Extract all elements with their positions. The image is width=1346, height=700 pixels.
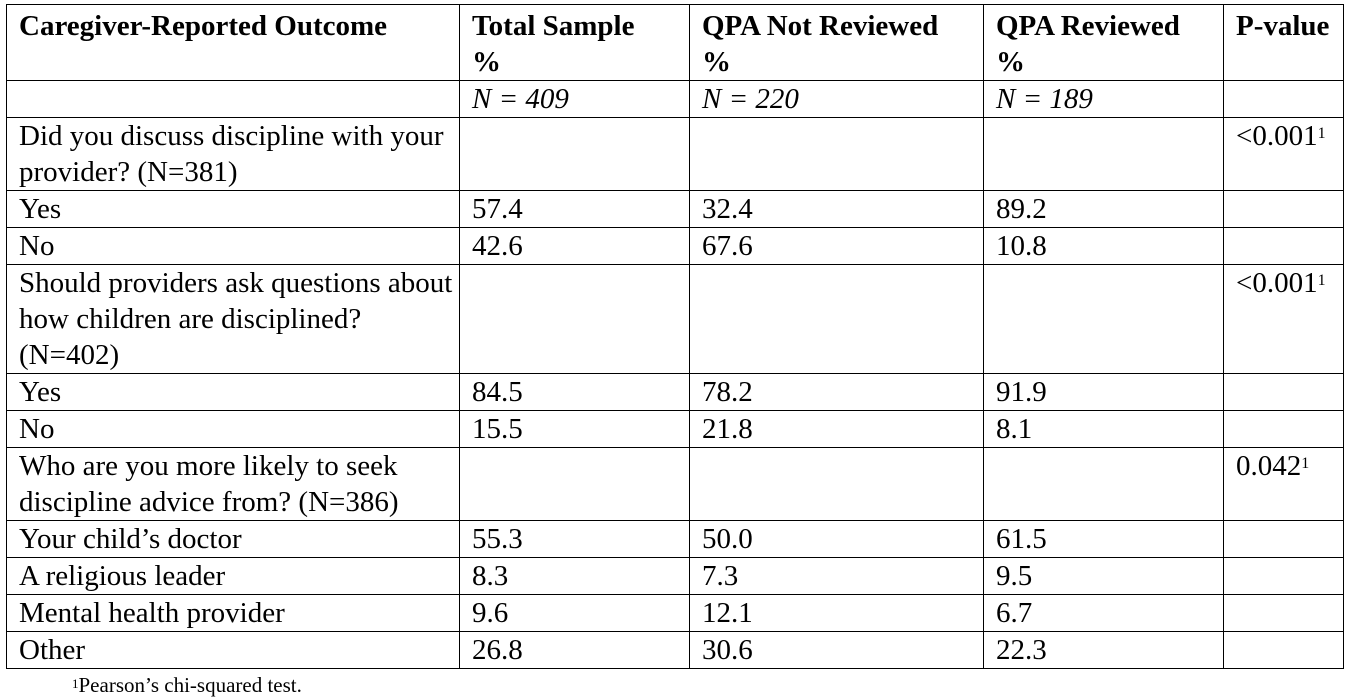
empty-cell bbox=[983, 447, 1224, 521]
table-row: Yes 84.5 78.2 91.9 bbox=[6, 373, 1344, 411]
total-value: 55.3 bbox=[459, 520, 690, 558]
header-p-value: P-value bbox=[1223, 4, 1344, 81]
row-label: Yes bbox=[6, 373, 460, 411]
table-row: Mental health provider 9.6 12.1 6.7 bbox=[6, 594, 1344, 632]
table-row: Your child’s doctor 55.3 50.0 61.5 bbox=[6, 520, 1344, 558]
not-reviewed-value: 78.2 bbox=[689, 373, 984, 411]
p-value-cell: <0.0011 bbox=[1223, 117, 1344, 191]
reviewed-value: 9.5 bbox=[983, 557, 1224, 595]
row-label: Mental health provider bbox=[6, 594, 460, 632]
empty-cell bbox=[459, 264, 690, 374]
p-value-cell: <0.0011 bbox=[1223, 264, 1344, 374]
total-value: 42.6 bbox=[459, 227, 690, 265]
row-label: Other bbox=[6, 631, 460, 669]
not-reviewed-value: 30.6 bbox=[689, 631, 984, 669]
total-value: 8.3 bbox=[459, 557, 690, 595]
question-cell: Did you discuss discipline with your pro… bbox=[6, 117, 460, 191]
table-footnote: 1Pearson’s chi-squared test. bbox=[72, 672, 302, 698]
not-reviewed-value: 67.6 bbox=[689, 227, 984, 265]
question-row: Who are you more likely to seek discipli… bbox=[6, 447, 1344, 521]
row-label: A religious leader bbox=[6, 557, 460, 595]
empty-cell bbox=[1223, 410, 1344, 448]
empty-cell bbox=[983, 264, 1224, 374]
reviewed-value: 89.2 bbox=[983, 190, 1224, 228]
not-reviewed-value: 7.3 bbox=[689, 557, 984, 595]
row-label: Yes bbox=[6, 190, 460, 228]
header-total-sample: Total Sample% bbox=[459, 4, 690, 81]
total-value: 26.8 bbox=[459, 631, 690, 669]
table-row: A religious leader 8.3 7.3 9.5 bbox=[6, 557, 1344, 595]
header-row: Caregiver-Reported Outcome Total Sample%… bbox=[6, 4, 1344, 81]
p-value-cell: 0.0421 bbox=[1223, 447, 1344, 521]
question-row: Did you discuss discipline with your pro… bbox=[6, 117, 1344, 191]
empty-cell bbox=[1223, 557, 1344, 595]
table-row: No 42.6 67.6 10.8 bbox=[6, 227, 1344, 265]
header-qpa-reviewed: QPA Reviewed% bbox=[983, 4, 1224, 81]
table-row: Other 26.8 30.6 22.3 bbox=[6, 631, 1344, 669]
row-label: Your child’s doctor bbox=[6, 520, 460, 558]
total-value: 84.5 bbox=[459, 373, 690, 411]
sample-size-cell: N = 189 bbox=[983, 80, 1224, 118]
header-qpa-not-reviewed: QPA Not Reviewed% bbox=[689, 4, 984, 81]
reviewed-value: 8.1 bbox=[983, 410, 1224, 448]
sample-size-cell: N = 220 bbox=[689, 80, 984, 118]
table-row: No 15.5 21.8 8.1 bbox=[6, 410, 1344, 448]
empty-cell bbox=[1223, 594, 1344, 632]
empty-cell bbox=[1223, 520, 1344, 558]
empty-cell bbox=[1223, 631, 1344, 669]
reviewed-value: 6.7 bbox=[983, 594, 1224, 632]
sample-size-cell bbox=[1223, 80, 1344, 118]
results-table: Caregiver-Reported Outcome Total Sample%… bbox=[6, 4, 1344, 669]
reviewed-value: 10.8 bbox=[983, 227, 1224, 265]
reviewed-value: 91.9 bbox=[983, 373, 1224, 411]
reviewed-value: 22.3 bbox=[983, 631, 1224, 669]
empty-cell bbox=[1223, 373, 1344, 411]
not-reviewed-value: 12.1 bbox=[689, 594, 984, 632]
reviewed-value: 61.5 bbox=[983, 520, 1224, 558]
header-outcome: Caregiver-Reported Outcome bbox=[6, 4, 460, 81]
footnote-marker: 1 bbox=[72, 676, 79, 691]
total-value: 15.5 bbox=[459, 410, 690, 448]
row-label: No bbox=[6, 410, 460, 448]
table-row: Yes 57.4 32.4 89.2 bbox=[6, 190, 1344, 228]
sample-size-cell: N = 409 bbox=[459, 80, 690, 118]
not-reviewed-value: 32.4 bbox=[689, 190, 984, 228]
question-cell: Should providers ask questions about how… bbox=[6, 264, 460, 374]
sample-size-cell bbox=[6, 80, 460, 118]
total-value: 57.4 bbox=[459, 190, 690, 228]
empty-cell bbox=[1223, 190, 1344, 228]
row-label: No bbox=[6, 227, 460, 265]
total-value: 9.6 bbox=[459, 594, 690, 632]
table-body: Did you discuss discipline with your pro… bbox=[6, 117, 1344, 669]
empty-cell bbox=[689, 264, 984, 374]
table-header: Caregiver-Reported Outcome Total Sample%… bbox=[6, 4, 1344, 118]
sample-size-row: N = 409 N = 220 N = 189 bbox=[6, 80, 1344, 118]
empty-cell bbox=[1223, 227, 1344, 265]
empty-cell bbox=[459, 117, 690, 191]
question-cell: Who are you more likely to seek discipli… bbox=[6, 447, 460, 521]
not-reviewed-value: 21.8 bbox=[689, 410, 984, 448]
footnote-text: Pearson’s chi-squared test. bbox=[78, 673, 302, 697]
empty-cell bbox=[689, 117, 984, 191]
not-reviewed-value: 50.0 bbox=[689, 520, 984, 558]
empty-cell bbox=[459, 447, 690, 521]
empty-cell bbox=[689, 447, 984, 521]
question-row: Should providers ask questions about how… bbox=[6, 264, 1344, 374]
empty-cell bbox=[983, 117, 1224, 191]
